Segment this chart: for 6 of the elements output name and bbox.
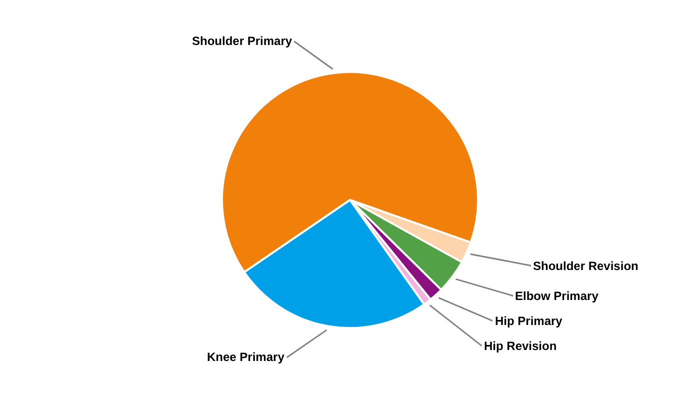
slice-label: Shoulder Primary [192, 34, 292, 48]
slice-label: Hip Primary [495, 314, 563, 328]
slice-label: Knee Primary [207, 350, 285, 364]
slice-label: Shoulder Revision [533, 259, 638, 273]
slice-label: Hip Revision [484, 339, 557, 353]
slice-label: Elbow Primary [515, 289, 599, 303]
